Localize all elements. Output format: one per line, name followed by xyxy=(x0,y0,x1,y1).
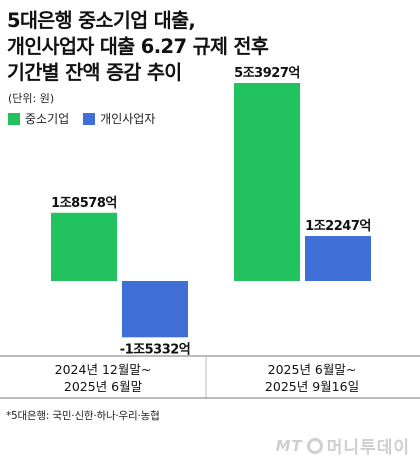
logo-text: 머니투데이 xyxy=(326,438,410,458)
title-line-2: 개인사업자 대출 6.27 규제 전후 xyxy=(7,35,269,58)
bar-sme-1 xyxy=(234,83,300,281)
bar-sme-0 xyxy=(51,212,117,281)
value-labels-group: 1조8578억 5조3927억 -1조5332억 1조2247억 xyxy=(51,66,371,357)
legend: 중소기업 개인사업자 xyxy=(8,110,169,127)
value-label-sme-0: 1조8578억 xyxy=(51,196,117,211)
legend-label-individual: 개인사업자 xyxy=(100,112,156,126)
value-label-sme-1: 5조3927억 xyxy=(234,66,300,81)
category-labels-group: 2024년 12월말~ 2025년 6월말 2025년 6월말~ 2025년 9월16… xyxy=(55,362,359,394)
legend-item-individual: 개인사업자 xyxy=(83,110,155,127)
bars-group xyxy=(51,83,371,338)
legend-swatch-individual xyxy=(83,112,96,125)
footnote: *5대은행: 국민·신한·하나·우리·농협 xyxy=(6,410,160,422)
bar-individual-1 xyxy=(305,236,371,281)
unit-label: (단위: 원) xyxy=(8,92,55,105)
legend-swatch-sme xyxy=(8,112,20,125)
legend-label-sme: 중소기업 xyxy=(25,112,70,126)
title-line-1: 5대은행 중소기업 대출, xyxy=(7,9,196,32)
logo-ring-icon xyxy=(306,437,323,454)
category-label-0-line-2: 2025년 6월말 xyxy=(64,379,143,394)
category-label-0-line-1: 2024년 12월말~ xyxy=(55,362,152,377)
category-label-1-line-1: 2025년 6월말~ xyxy=(268,362,357,377)
chart-title: 5대은행 중소기업 대출, 개인사업자 대출 6.27 규제 전후 기간별 잔액… xyxy=(7,8,407,86)
value-label-individual-1: 1조2247억 xyxy=(305,219,371,234)
logo-mark: MT xyxy=(275,436,303,455)
legend-item-sme: 중소기업 xyxy=(8,110,69,127)
category-label-1-line-2: 2025년 9월16일 xyxy=(265,379,359,394)
publisher-logo: MT 머니투데이 xyxy=(275,433,410,459)
title-line-3: 기간별 잔액 증감 추이 xyxy=(7,61,182,84)
value-label-individual-0: -1조5332억 xyxy=(120,342,191,357)
bar-individual-0 xyxy=(122,281,188,338)
